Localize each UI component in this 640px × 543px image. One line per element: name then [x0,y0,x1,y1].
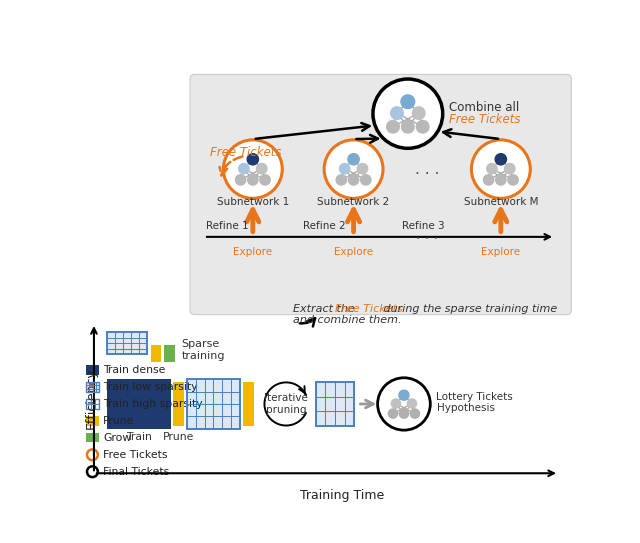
Bar [316,382,355,426]
Text: Grow: Grow [103,433,131,443]
Circle shape [87,466,98,477]
Circle shape [399,409,408,418]
Text: Free Tickets: Free Tickets [335,304,403,314]
Bar [187,380,239,428]
Text: . . .: . . . [415,162,440,176]
Text: during the sparse training time: during the sparse training time [380,304,557,314]
Circle shape [387,121,399,133]
Bar [86,365,99,375]
Text: Train high sparsity: Train high sparsity [103,399,203,409]
Text: . . .: . . . [416,228,438,242]
Circle shape [357,163,368,174]
Circle shape [504,163,515,174]
Text: Explore: Explore [334,247,373,257]
Circle shape [339,163,350,174]
Circle shape [348,154,359,165]
Circle shape [260,175,270,185]
Circle shape [378,378,430,430]
Text: Sparse
training: Sparse training [182,339,225,361]
Circle shape [257,163,267,174]
Text: Combine all: Combine all [449,101,519,114]
Bar [86,399,99,408]
Circle shape [348,175,359,185]
Bar [150,345,161,362]
Text: Explore: Explore [233,247,273,257]
Text: Free Tickets: Free Tickets [449,113,520,127]
Text: Refine 3: Refine 3 [403,220,445,231]
Circle shape [407,399,417,408]
Circle shape [390,107,403,119]
Bar [187,380,239,428]
Bar [164,345,175,362]
FancyBboxPatch shape [190,74,572,314]
Circle shape [412,107,425,119]
Circle shape [248,175,258,185]
Text: Subnetwork 1: Subnetwork 1 [217,197,289,207]
Text: Free Tickets: Free Tickets [103,450,168,460]
Text: Refine 1: Refine 1 [205,220,248,231]
Bar [86,433,99,443]
Text: Training Time: Training Time [300,489,384,502]
Circle shape [410,409,420,418]
Text: Extract the: Extract the [293,304,358,314]
Circle shape [401,121,414,133]
Bar [107,380,171,428]
Circle shape [239,163,249,174]
Text: Refine 2: Refine 2 [303,220,346,231]
Bar [86,382,99,392]
Bar [107,332,147,354]
Text: Train low sparsity: Train low sparsity [103,382,198,392]
Circle shape [483,175,493,185]
Bar [107,332,147,354]
Circle shape [324,140,383,198]
Text: Prune: Prune [103,416,134,426]
Circle shape [236,175,246,185]
Circle shape [417,121,429,133]
Text: Iterative
pruning: Iterative pruning [264,393,308,415]
Circle shape [223,140,282,198]
Circle shape [361,175,371,185]
Circle shape [373,79,443,148]
Text: Free Tickets: Free Tickets [210,146,282,159]
Circle shape [495,175,506,185]
Circle shape [391,399,401,408]
Circle shape [486,163,497,174]
Text: Final Tickets: Final Tickets [103,467,170,477]
Text: Subnetwork M: Subnetwork M [463,197,538,207]
Circle shape [472,140,531,198]
Circle shape [495,154,506,165]
Circle shape [388,409,397,418]
Text: Lottery Tickets
Hypothesis: Lottery Tickets Hypothesis [436,392,513,413]
Circle shape [508,175,518,185]
Circle shape [87,450,98,460]
Text: Prune: Prune [163,432,194,443]
Text: Train: Train [126,432,152,443]
Bar [86,382,99,392]
Bar [86,416,99,426]
Bar [316,382,355,426]
Text: Subnetwork 2: Subnetwork 2 [317,197,390,207]
Circle shape [336,175,346,185]
Text: Efficiency: Efficiency [85,368,98,428]
Text: and combine them.: and combine them. [293,314,402,325]
Bar [173,382,184,426]
Circle shape [399,390,409,400]
Bar [243,382,253,426]
Text: Train dense: Train dense [103,365,166,375]
Text: Explore: Explore [481,247,520,257]
Circle shape [401,95,415,109]
Circle shape [247,154,259,165]
